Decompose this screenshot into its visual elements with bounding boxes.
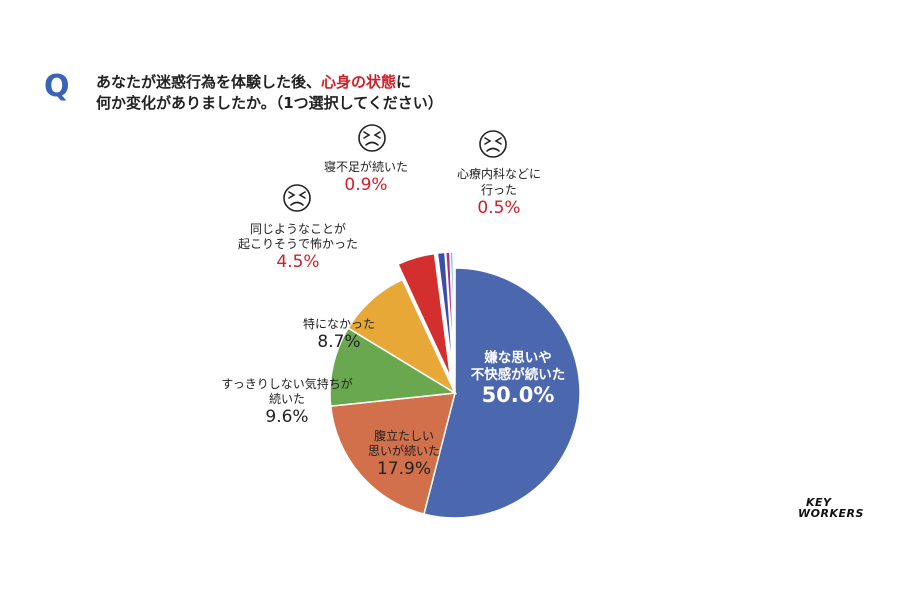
question-mark: Q bbox=[44, 69, 70, 104]
slice-label-text: 特になかった bbox=[303, 316, 375, 331]
pie-slice bbox=[423, 267, 581, 519]
slice-value-label: 8.7% bbox=[317, 332, 360, 352]
question-highlight: 心身の状態 bbox=[321, 73, 397, 91]
pie-slice bbox=[396, 252, 452, 378]
slice-label-text: 心療内科などに bbox=[457, 167, 541, 181]
pie-slice bbox=[436, 251, 455, 378]
slice-value-label: 9.6% bbox=[265, 407, 308, 427]
slice-label-text: 嫌な思いや bbox=[484, 349, 552, 366]
slice-label-text: 腹立たしい bbox=[374, 428, 434, 443]
slice-label-text: 起こりそうで怖かった bbox=[238, 236, 358, 251]
slice-label-text: 続いた bbox=[269, 392, 305, 406]
slice-label-text: 不快感が続いた bbox=[471, 366, 566, 383]
brand-line-1: KEY bbox=[806, 496, 832, 509]
slice-value-label: 17.9% bbox=[377, 459, 431, 479]
brand-logo: KEY WORKERS bbox=[798, 497, 864, 519]
question-line-1-post: に bbox=[396, 73, 412, 91]
slice-value-label: 4.5% bbox=[276, 252, 319, 272]
slice-value-label: 0.5% bbox=[477, 198, 520, 218]
slice-label-text: 同じようなことが bbox=[250, 221, 346, 236]
question-line-1-pre: あなたが迷惑行為を体験した後、 bbox=[96, 73, 322, 91]
distressed-face-icon bbox=[479, 130, 507, 158]
pie-slice bbox=[329, 392, 456, 515]
question-line-1: あなたが迷惑行為を体験した後、心身の状態に bbox=[96, 72, 443, 93]
slice-value-label: 0.9% bbox=[344, 175, 387, 195]
slice-label-text: 行った bbox=[481, 183, 517, 197]
question-line-2: 何か変化がありましたか。（1つ選択してください） bbox=[96, 94, 443, 112]
pie-slice bbox=[347, 278, 457, 395]
distressed-face-icon bbox=[358, 124, 386, 152]
question-text: あなたが迷惑行為を体験した後、心身の状態に 何か変化がありましたか。（1つ選択し… bbox=[96, 72, 443, 114]
pie-slice bbox=[452, 251, 456, 378]
slice-label-text: すっきりしない気持ちが bbox=[221, 376, 353, 391]
brand-line-2: WORKERS bbox=[798, 507, 864, 520]
distressed-face-icon bbox=[283, 184, 311, 212]
slice-label-text: 寝不足が続いた bbox=[324, 159, 408, 174]
slice-label-text: 思いが続いた bbox=[368, 443, 440, 458]
slice-value-label: 50.0% bbox=[482, 383, 555, 407]
pie-slice bbox=[329, 327, 458, 407]
